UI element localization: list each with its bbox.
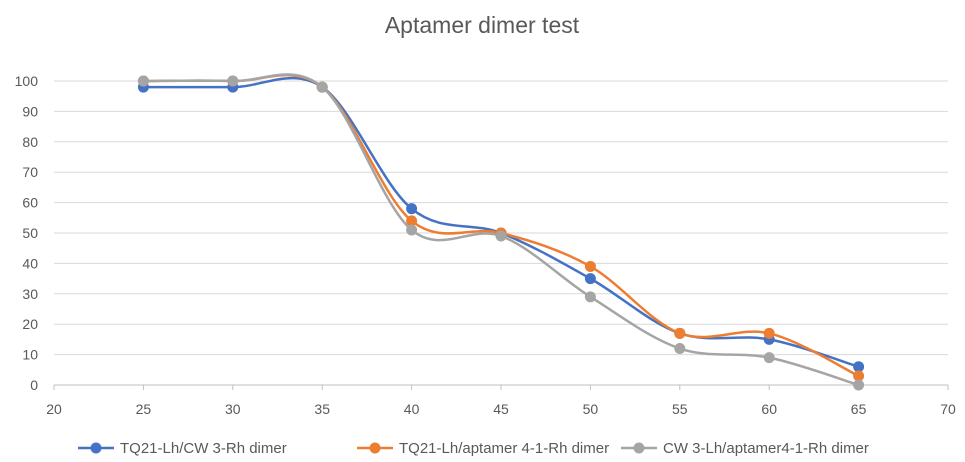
data-point-s1-x40 [406,203,418,215]
data-point-s3-x40 [406,224,418,236]
x-tick-label-35: 35 [314,401,330,417]
x-tick-label-55: 55 [672,401,688,417]
axes: 0 10 20 30 40 50 60 70 80 90 100 20 25 30 35 40 45 50 55 60… [15,73,956,417]
y-tick-label-90: 90 [22,103,38,119]
legend-marker-3 [633,442,645,454]
y-tick-label-80: 80 [22,134,38,150]
data-point-s2-x50 [584,260,596,272]
x-tick-label-30: 30 [225,401,241,417]
legend-marker-1 [90,442,102,454]
data-point-s3-x55 [674,343,686,355]
series-line-2 [142,73,860,378]
x-tick-label-20: 20 [46,401,62,417]
data-point-s2-x65 [853,370,865,382]
y-tick-label-20: 20 [22,316,38,332]
data-point-s2-x55 [674,327,686,339]
legend-label-2: TQ21-Lh/aptamer 4-1-Rh dimer [399,440,609,457]
data-point-s2-x60 [763,327,775,339]
data-point-s3-x50 [584,291,596,303]
y-tick-label-70: 70 [22,164,38,180]
y-tick-label-50: 50 [22,225,38,241]
data-point-s3-x45 [495,230,507,242]
series-line-1 [142,76,860,369]
legend: TQ21-Lh/CW 3-Rh dimer TQ21-Lh/aptamer 4-1… [78,440,869,457]
data-point-s3-x30 [227,75,239,87]
data-point-s3-x65 [853,379,865,391]
legend-label-3: CW 3-Lh/aptamer4-1-Rh dimer [663,440,869,457]
data-point-s1-x65 [853,361,865,373]
chart-title: Aptamer dimer test [385,12,580,38]
x-tick-label-60: 60 [761,401,777,417]
y-tick-label-10: 10 [22,347,38,363]
x-tick-label-65: 65 [851,401,867,417]
y-tick-label-30: 30 [22,286,38,302]
legend-item-2: TQ21-Lh/aptamer 4-1-Rh dimer [357,440,609,457]
y-tick-label-100: 100 [15,73,39,89]
series-markers [137,75,865,391]
gridlines [54,80,948,356]
legend-marker-2 [369,442,381,454]
y-tick-label-60: 60 [22,195,38,211]
data-point-s1-x50 [584,273,596,285]
x-tick-label-50: 50 [583,401,599,417]
x-tick-label-70: 70 [940,401,956,417]
legend-item-3: CW 3-Lh/aptamer4-1-Rh dimer [621,440,869,457]
y-tick-label-40: 40 [22,255,38,271]
data-point-s3-x60 [763,352,775,364]
data-point-s3-x35 [316,81,328,93]
x-tick-label-25: 25 [136,401,152,417]
data-point-s2-x40 [406,215,418,227]
data-point-s3-x25 [137,75,149,87]
x-tick-label-40: 40 [404,401,420,417]
legend-label-1: TQ21-Lh/CW 3-Rh dimer [120,440,287,457]
x-tick-label-45: 45 [493,401,509,417]
y-tick-label-0: 0 [30,377,38,393]
legend-item-1: TQ21-Lh/CW 3-Rh dimer [78,440,287,457]
series-line-3 [142,73,860,387]
